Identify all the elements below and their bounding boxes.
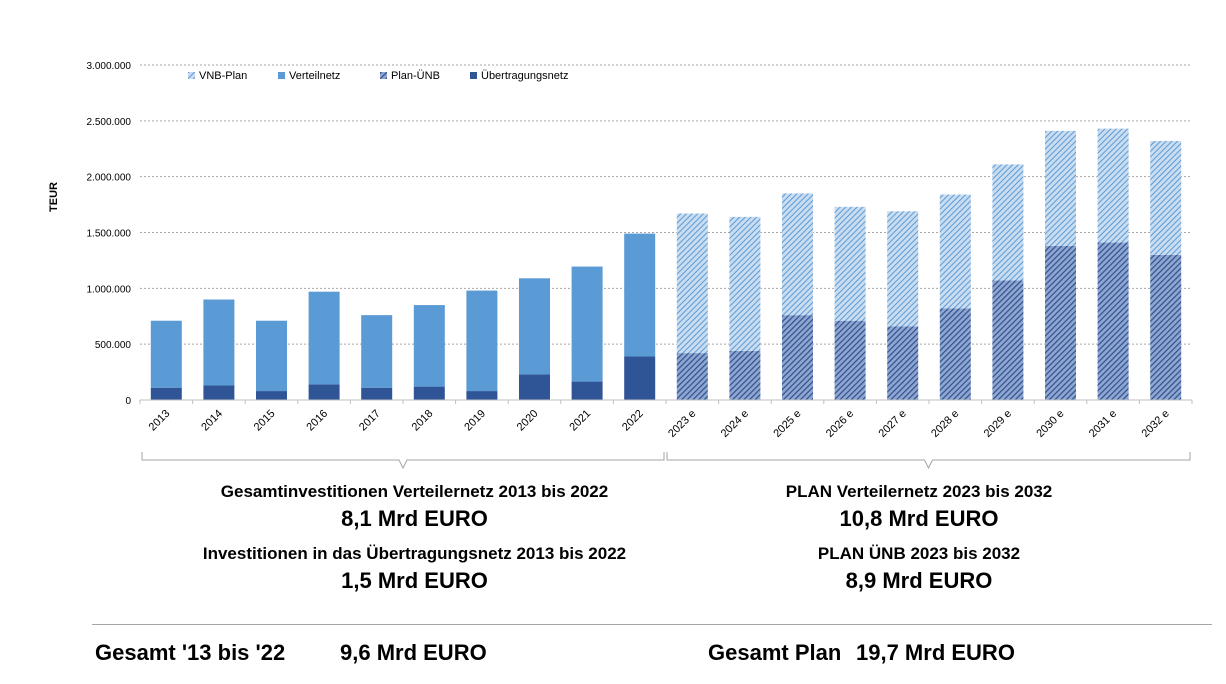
x-tick-label: 2023 e — [666, 408, 698, 440]
bar-vnb-plan — [676, 213, 708, 354]
bar-übertragungsnetz — [203, 385, 235, 400]
bar-plan-ünb — [1150, 254, 1182, 400]
bar-vnb-plan — [939, 194, 971, 309]
divider-line — [92, 624, 1212, 625]
bar-verteilnetz — [413, 305, 445, 387]
bar-vnb-plan — [834, 206, 866, 321]
bar-verteilnetz — [519, 278, 550, 375]
legend-label: Verteilnetz — [289, 70, 340, 82]
group-brace — [141, 452, 665, 470]
bar-übertragungsnetz — [150, 387, 182, 400]
x-tick-label: 2013 — [147, 408, 173, 434]
bar-plan-ünb — [939, 308, 971, 400]
group-brace — [666, 452, 1191, 470]
legend-label: Übertragungsnetz — [481, 70, 568, 82]
bar-verteilnetz — [361, 315, 393, 388]
bar-plan-ünb — [782, 315, 813, 400]
bar-übertragungsnetz — [571, 381, 603, 400]
stacked-bar-chart: 0 500.000 1.000.000 1.500.000 2.000.000 2.500… — [48, 61, 1193, 470]
bar-übertragungsnetz — [466, 391, 498, 400]
legend-swatch — [278, 72, 285, 79]
x-tick-label: 2014 — [199, 408, 225, 434]
legend-swatch — [470, 72, 477, 79]
bar-plan-ünb — [887, 326, 919, 400]
bar-vnb-plan — [992, 164, 1024, 281]
bar-übertragungsnetz — [519, 374, 550, 400]
bar-vnb-plan — [729, 216, 761, 351]
bar-übertragungsnetz — [413, 386, 445, 400]
x-tick-label: 2019 — [462, 408, 488, 434]
x-tick-label: 2018 — [410, 408, 436, 434]
x-tick-label: 2017 — [357, 408, 383, 434]
y-tick-label: 0 — [125, 396, 131, 407]
x-tick-label: 2020 — [515, 408, 541, 434]
total-left-value: 9,6 Mrd EURO — [340, 640, 487, 665]
y-tick-label: 2.000.000 — [87, 173, 132, 184]
legend-label: VNB-Plan — [199, 70, 247, 82]
summary-right-line1: PLAN Verteilernetz 2023 bis 2032 — [785, 482, 1053, 501]
bar-plan-ünb — [676, 353, 708, 400]
bar-verteilnetz — [571, 266, 603, 382]
bar-plan-ünb — [992, 280, 1024, 400]
x-tick-label: 2027 e — [877, 408, 909, 440]
y-tick-label: 1.500.000 — [87, 229, 132, 240]
bar-übertragungsnetz — [308, 384, 340, 400]
bar-verteilnetz — [150, 320, 182, 388]
legend-swatch — [380, 72, 387, 79]
legend-label: Plan-ÜNB — [391, 70, 440, 82]
x-tick-label: 2026 e — [824, 408, 856, 440]
bar-verteilnetz — [308, 291, 340, 385]
x-tick-label: 2016 — [304, 408, 330, 434]
bar-verteilnetz — [203, 299, 235, 386]
summary-right-line2: PLAN ÜNB 2023 bis 2032 — [817, 544, 1021, 563]
summary-left-value1: 8,1 Mrd EURO — [341, 506, 488, 531]
bar-vnb-plan — [1097, 128, 1129, 243]
bar-plan-ünb — [834, 320, 866, 400]
total-left-label: Gesamt '13 bis '22 — [95, 640, 286, 665]
bar-plan-ünb — [1097, 242, 1129, 400]
x-tick-label: 2024 e — [719, 408, 751, 440]
y-axis-label: TEUR — [48, 182, 60, 212]
bar-verteilnetz — [256, 320, 287, 392]
bar-übertragungsnetz — [256, 391, 287, 400]
bar-übertragungsnetz — [361, 387, 393, 400]
bar-vnb-plan — [1150, 140, 1182, 255]
y-tick-label: 2.500.000 — [87, 117, 132, 128]
summary-left-line1: Gesamtinvestitionen Verteilernetz 2013 b… — [220, 482, 609, 501]
total-right-value: 19,7 Mrd EURO — [856, 640, 1015, 665]
x-tick-label: 2032 e — [1140, 408, 1172, 440]
y-tick-label: 1.000.000 — [87, 284, 132, 295]
bar-vnb-plan — [782, 193, 813, 316]
x-tick-label: 2025 e — [771, 408, 803, 440]
bar-verteilnetz — [466, 290, 498, 392]
x-tick-label: 2028 e — [929, 408, 961, 440]
total-right-label: Gesamt Plan — [708, 640, 842, 665]
x-tick-label: 2022 — [620, 408, 646, 434]
x-tick-label: 2015 — [252, 408, 278, 434]
bar-vnb-plan — [887, 211, 919, 327]
legend-swatch — [188, 72, 195, 79]
summary-left: Gesamtinvestitionen Verteilernetz 2013 b… — [142, 482, 687, 594]
x-tick-label: 2029 e — [982, 408, 1014, 440]
summary-left-value2: 1,5 Mrd EURO — [341, 568, 488, 593]
bar-vnb-plan — [1045, 130, 1076, 246]
summary-left-line2: Investitionen in das Übertragungsnetz 20… — [202, 544, 627, 563]
y-tick-label: 3.000.000 — [87, 61, 132, 72]
x-tick-label: 2030 e — [1034, 408, 1066, 440]
x-tick-label: 2031 e — [1087, 408, 1119, 440]
bar-plan-ünb — [729, 350, 761, 400]
summary-right-value2: 8,9 Mrd EURO — [845, 568, 993, 593]
summary-right: PLAN Verteilernetz 2023 bis 2032 10,8 Mr… — [664, 482, 1174, 594]
bar-plan-ünb — [1045, 245, 1076, 400]
y-tick-label: 500.000 — [95, 340, 132, 351]
summary-right-value1: 10,8 Mrd EURO — [839, 506, 999, 531]
bar-übertragungsnetz — [624, 356, 656, 400]
bar-verteilnetz — [624, 233, 656, 357]
x-tick-label: 2021 — [567, 408, 593, 434]
